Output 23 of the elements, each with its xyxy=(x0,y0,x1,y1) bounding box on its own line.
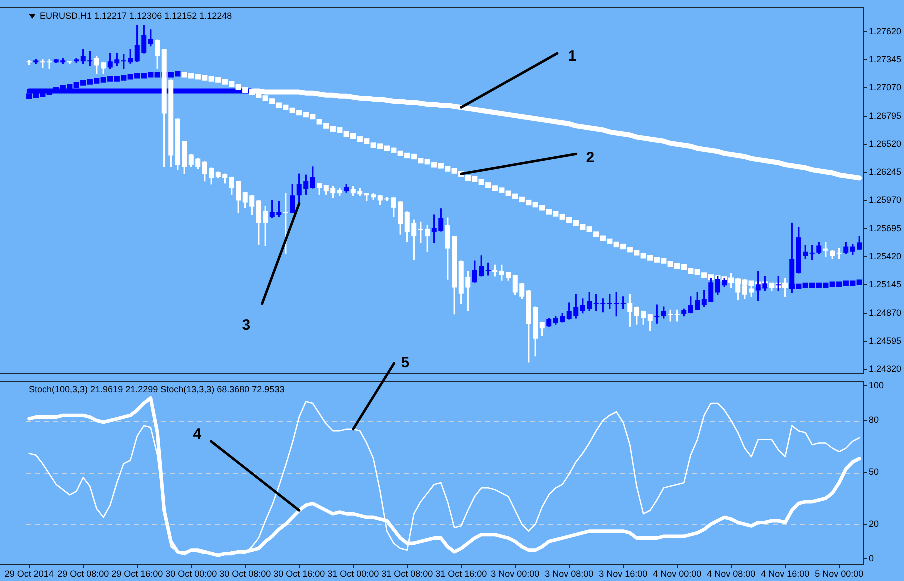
x-tick-label: 5 Nov 00:00 xyxy=(815,569,864,580)
annotation: 4 xyxy=(193,426,202,443)
x-tick-label: 3 Nov 08:00 xyxy=(545,569,594,580)
x-tick-label: 3 Nov 16:00 xyxy=(599,569,648,580)
x-tick-label: 30 Oct 08:00 xyxy=(220,569,272,580)
x-tick-label: 31 Oct 08:00 xyxy=(382,569,434,580)
x-tick-label: 29 Oct 2014 xyxy=(4,569,54,580)
chart-title: Stoch(100,3,3) 21.9619 21.2299 Stoch(13,3,3) 68.3680 72.9533 xyxy=(29,384,285,394)
x-tick-label: 3 Nov 00:00 xyxy=(491,569,540,580)
x-tick-label: 30 Oct 16:00 xyxy=(274,569,326,580)
y-tick-label: 80 xyxy=(869,415,880,426)
y-tick-label: 20 xyxy=(869,518,880,529)
x-tick-label: 4 Nov 08:00 xyxy=(707,569,756,580)
y-tick-label: 100 xyxy=(869,380,884,391)
x-tick-label: 4 Nov 00:00 xyxy=(653,569,702,580)
y-tick-label: 50 xyxy=(869,467,880,478)
x-tick-label: 29 Oct 08:00 xyxy=(58,569,110,580)
y-tick-label: 0 xyxy=(869,554,874,564)
x-tick-label: 4 Nov 16:00 xyxy=(761,569,810,580)
x-tick-label: 31 Oct 00:00 xyxy=(328,569,380,580)
x-tick-label: 31 Oct 16:00 xyxy=(436,569,488,580)
x-tick-label: 30 Oct 00:00 xyxy=(166,569,218,580)
x-tick-label: 29 Oct 16:00 xyxy=(112,569,164,580)
